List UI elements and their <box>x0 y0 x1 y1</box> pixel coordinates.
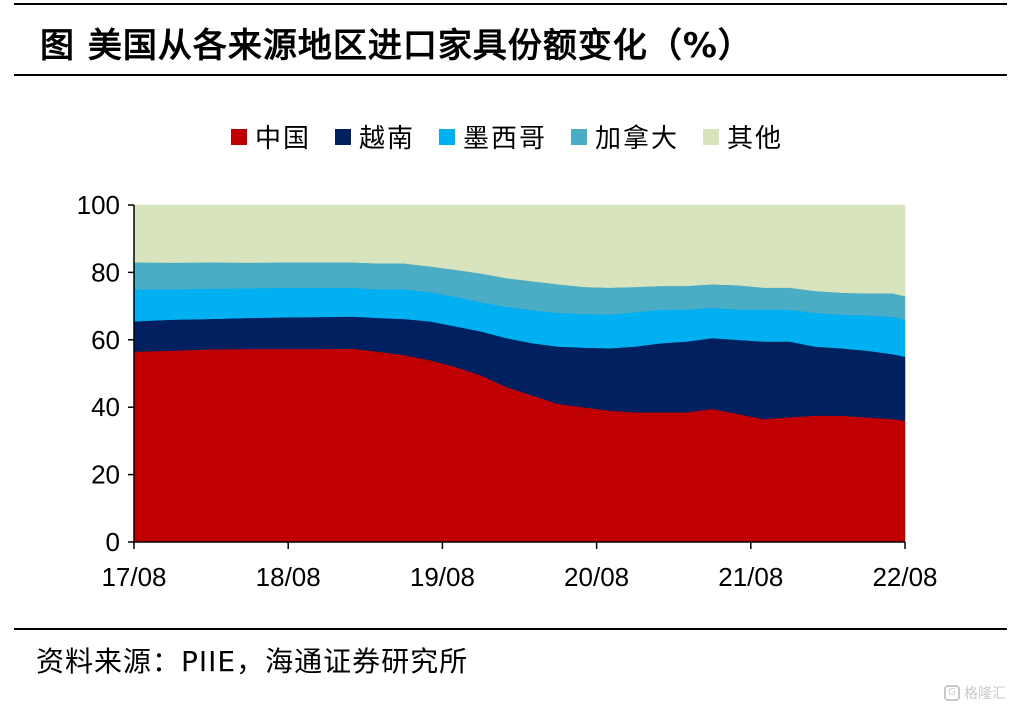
source-rule <box>14 628 1007 630</box>
legend-item-2: 墨西哥 <box>438 118 547 155</box>
legend-swatch <box>230 128 247 145</box>
legend-label: 中国 <box>254 124 311 154</box>
y-tick-label: 100 <box>77 190 120 220</box>
watermark: G 格隆汇 <box>944 683 1006 703</box>
legend-label: 越南 <box>358 124 415 154</box>
legend-swatch <box>571 128 587 145</box>
legend-label: 墨西哥 <box>462 124 547 154</box>
legend-swatch <box>438 128 455 145</box>
x-tick-label: 22/08 <box>872 562 937 592</box>
legend-item-4: 其他 <box>703 118 783 155</box>
y-tick-label: 80 <box>91 257 120 287</box>
x-tick-label: 19/08 <box>410 562 475 592</box>
legend: 中国 越南 墨西哥 加拿大 其他 <box>0 118 1014 155</box>
y-tick-label: 40 <box>91 392 120 422</box>
legend-swatch <box>334 128 351 145</box>
legend-item-0: 中国 <box>230 118 311 155</box>
area-layers <box>133 204 906 543</box>
source-note: 资料来源：PIIE，海通证券研究所 <box>36 645 469 678</box>
legend-item-1: 越南 <box>334 118 415 155</box>
y-tick-label: 60 <box>91 325 120 355</box>
legend-label: 加拿大 <box>595 124 680 154</box>
title-rule <box>14 74 1007 76</box>
y-tick-label: 0 <box>106 527 120 557</box>
legend-label: 其他 <box>727 124 784 154</box>
watermark-text: 格隆汇 <box>964 686 1006 702</box>
x-tick-label: 20/08 <box>564 562 629 592</box>
axes: 0 20 40 60 80 100 17/08 18/08 19/08 20/08 21/08 22/… <box>77 190 938 592</box>
x-tick-label: 21/08 <box>718 562 783 592</box>
chart-title: 图 美国从各来源地区进口家具份额变化（%） <box>40 26 753 66</box>
gelonghui-logo-icon: G <box>944 685 960 701</box>
x-tick-label: 18/08 <box>256 562 321 592</box>
area-series-4 <box>133 204 906 297</box>
legend-item-3: 加拿大 <box>571 118 679 155</box>
stacked-area-chart: 0 20 40 60 80 100 17/08 18/08 19/08 20/08 21/08 22/… <box>77 190 938 592</box>
x-tick-label: 17/08 <box>101 562 166 592</box>
y-tick-label: 20 <box>91 460 120 490</box>
top-rule <box>14 3 1007 5</box>
legend-swatch <box>703 128 720 145</box>
